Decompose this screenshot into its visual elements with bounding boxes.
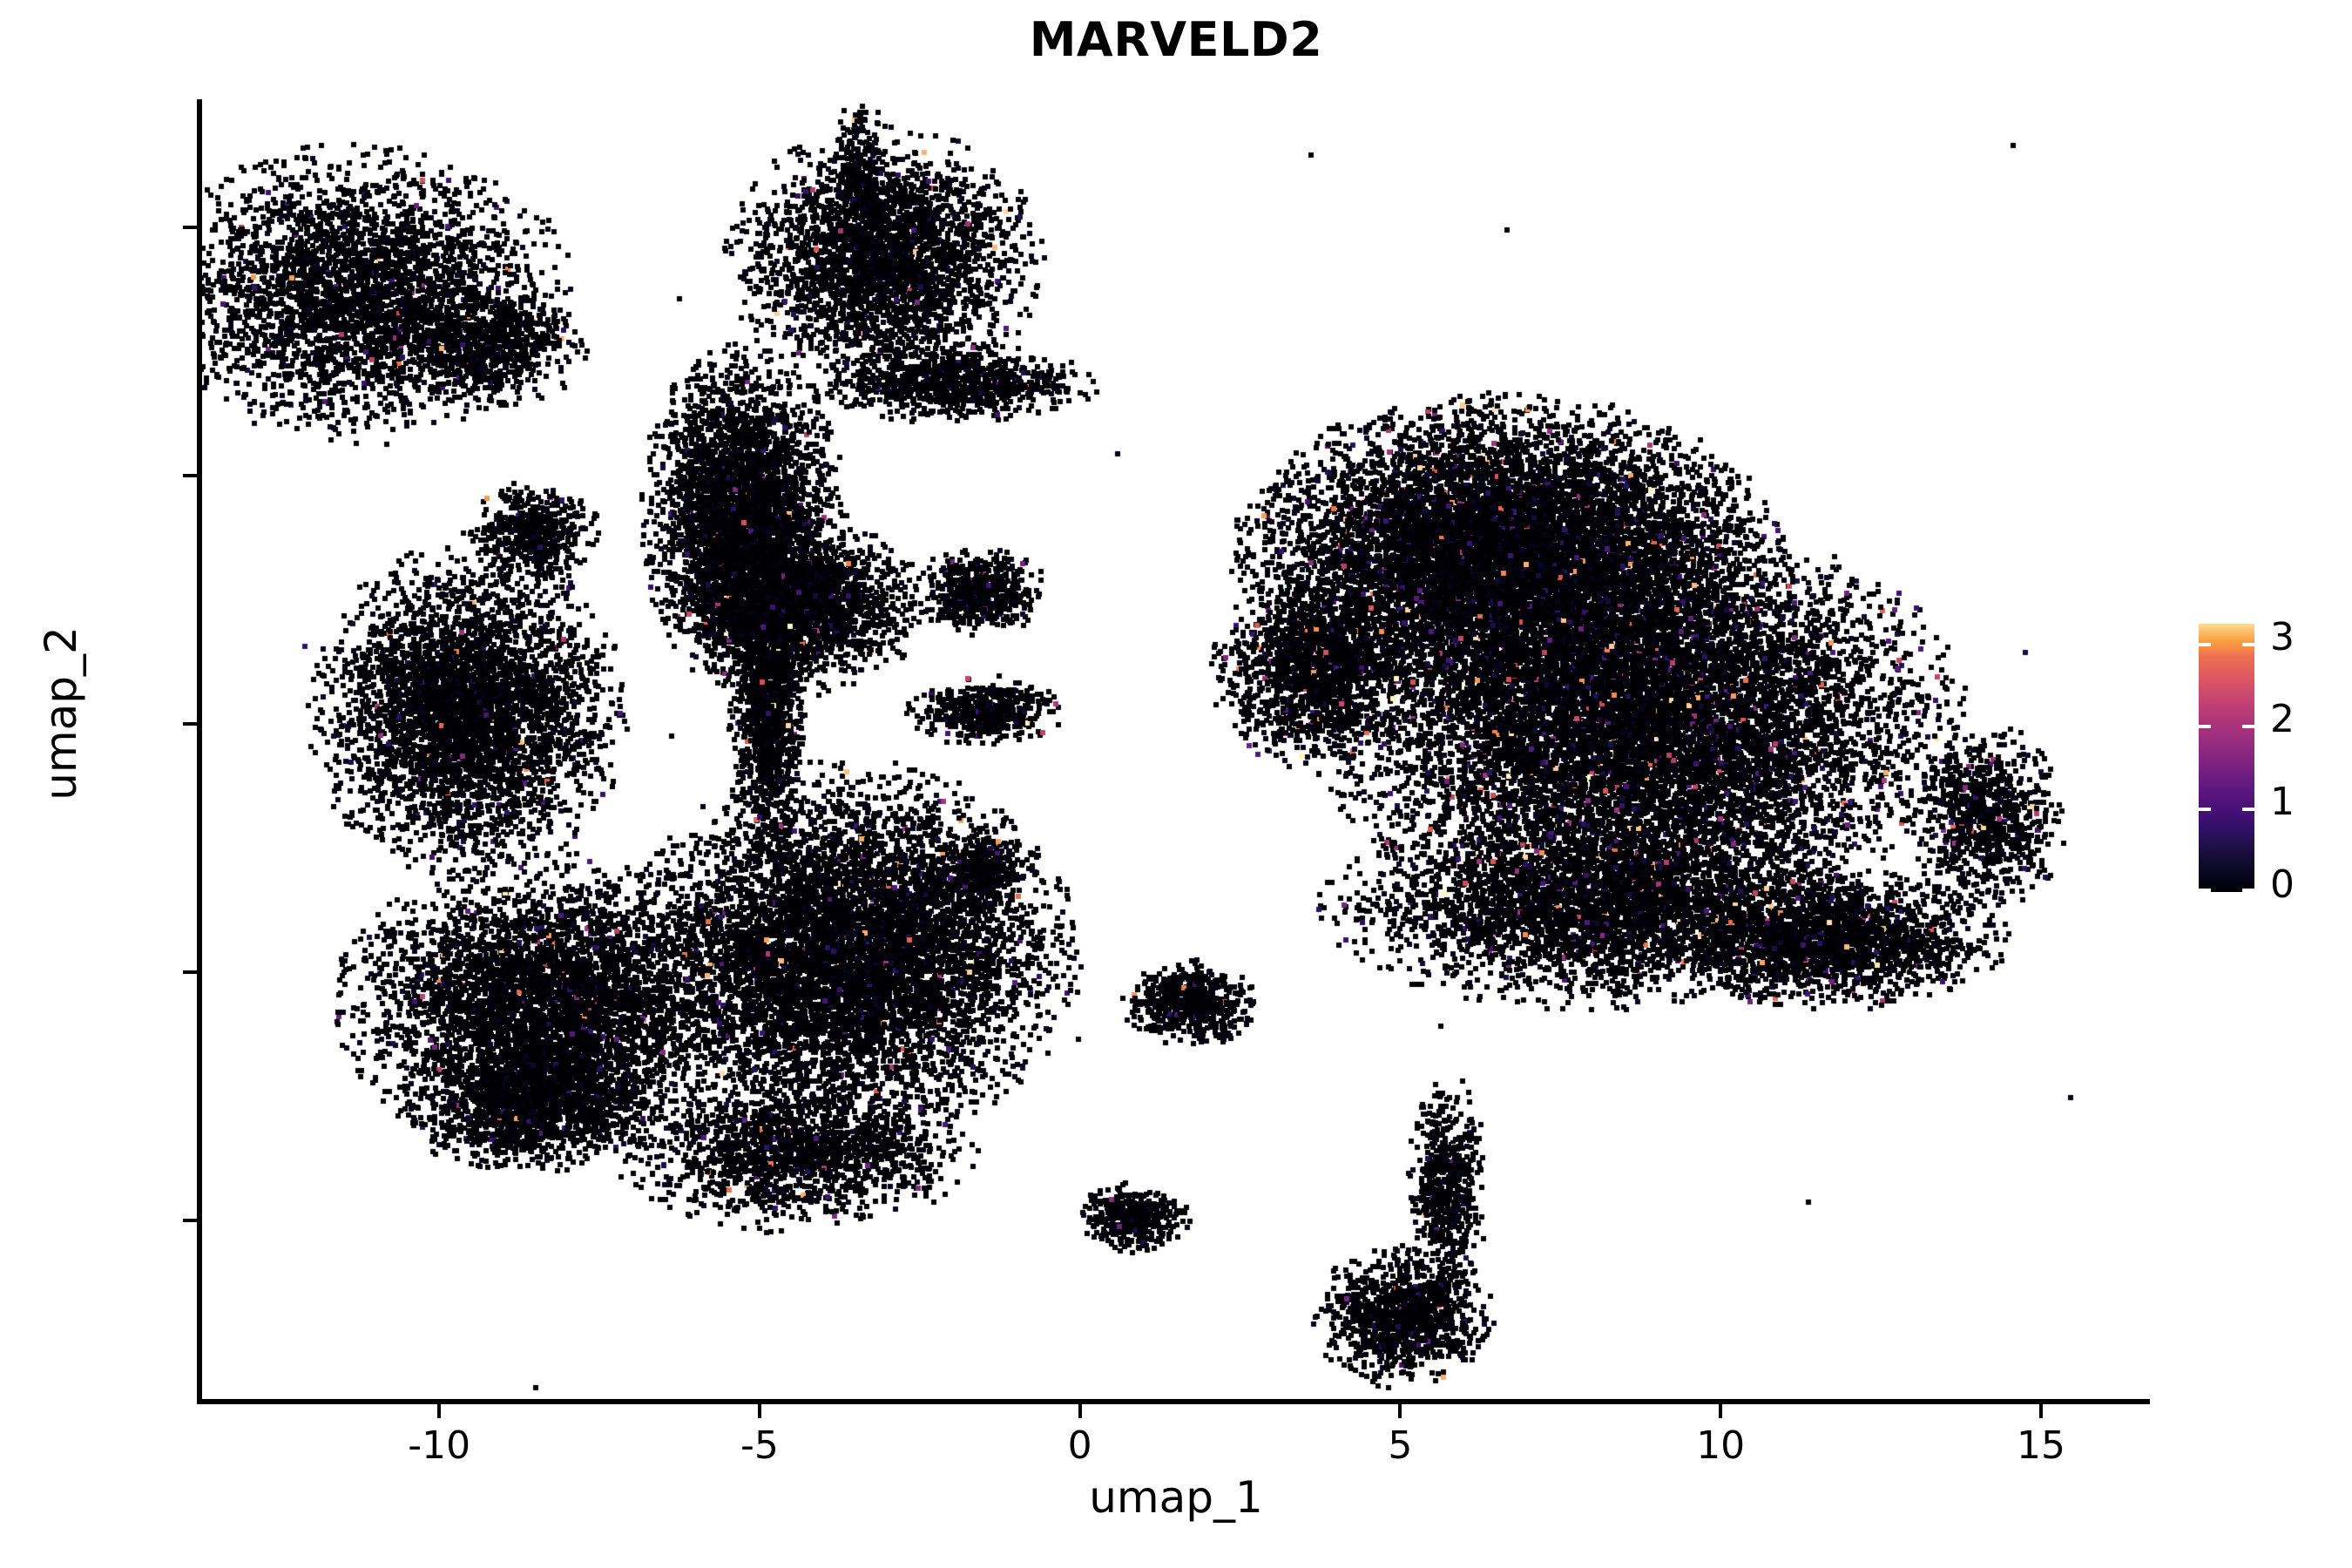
x-axis-label: umap_1: [1089, 1472, 1263, 1523]
colorbar-tick-mark: [2199, 725, 2211, 729]
umap-scatter-plot: [202, 103, 2150, 1399]
colorbar-tick-mark: [2242, 808, 2254, 812]
x-tick-mark: [757, 1404, 761, 1418]
x-tick-mark: [1398, 1404, 1402, 1418]
y-tick-mark: [183, 473, 197, 477]
colorbar-tick-label: 3: [2270, 614, 2295, 659]
colorbar-tick-label: 0: [2270, 862, 2295, 907]
colorbar-tick-label: 1: [2270, 780, 2295, 825]
x-tick-label: 10: [1696, 1423, 1746, 1468]
y-tick-mark: [183, 225, 197, 229]
colorbar-tick-mark: [2199, 808, 2211, 812]
y-axis-label-wrap: umap_2: [36, 409, 86, 1018]
colorbar-gradient: [2199, 624, 2254, 892]
y-tick-mark: [183, 970, 197, 974]
x-axis-spine: [197, 1399, 2150, 1404]
y-tick-mark: [183, 1218, 197, 1222]
x-tick-mark: [437, 1404, 442, 1418]
x-tick-mark: [1078, 1404, 1082, 1418]
y-axis-label: umap_2: [36, 626, 86, 801]
colorbar-tick-mark: [2199, 642, 2211, 646]
page-title: MARVELD2: [1029, 12, 1323, 67]
x-tick-label: -10: [408, 1423, 471, 1468]
x-tick-label: -5: [740, 1423, 779, 1468]
x-tick-mark: [1719, 1404, 1723, 1418]
colorbar-tick-mark: [2242, 889, 2254, 892]
colorbar-tick-mark: [2242, 642, 2254, 646]
x-tick-label: 0: [1067, 1423, 1092, 1468]
y-axis-spine: [197, 99, 202, 1402]
colorbar-tick-mark: [2199, 889, 2211, 892]
x-tick-mark: [2038, 1404, 2043, 1418]
x-tick-label: 15: [2016, 1423, 2065, 1468]
colorbar-tick-label: 2: [2270, 697, 2295, 742]
y-tick-mark: [183, 721, 197, 726]
plot-axes: -10 -5 0 5 10 15: [183, 99, 2150, 1468]
x-tick-label: 5: [1388, 1423, 1413, 1468]
colorbar-tick-mark: [2242, 725, 2254, 729]
